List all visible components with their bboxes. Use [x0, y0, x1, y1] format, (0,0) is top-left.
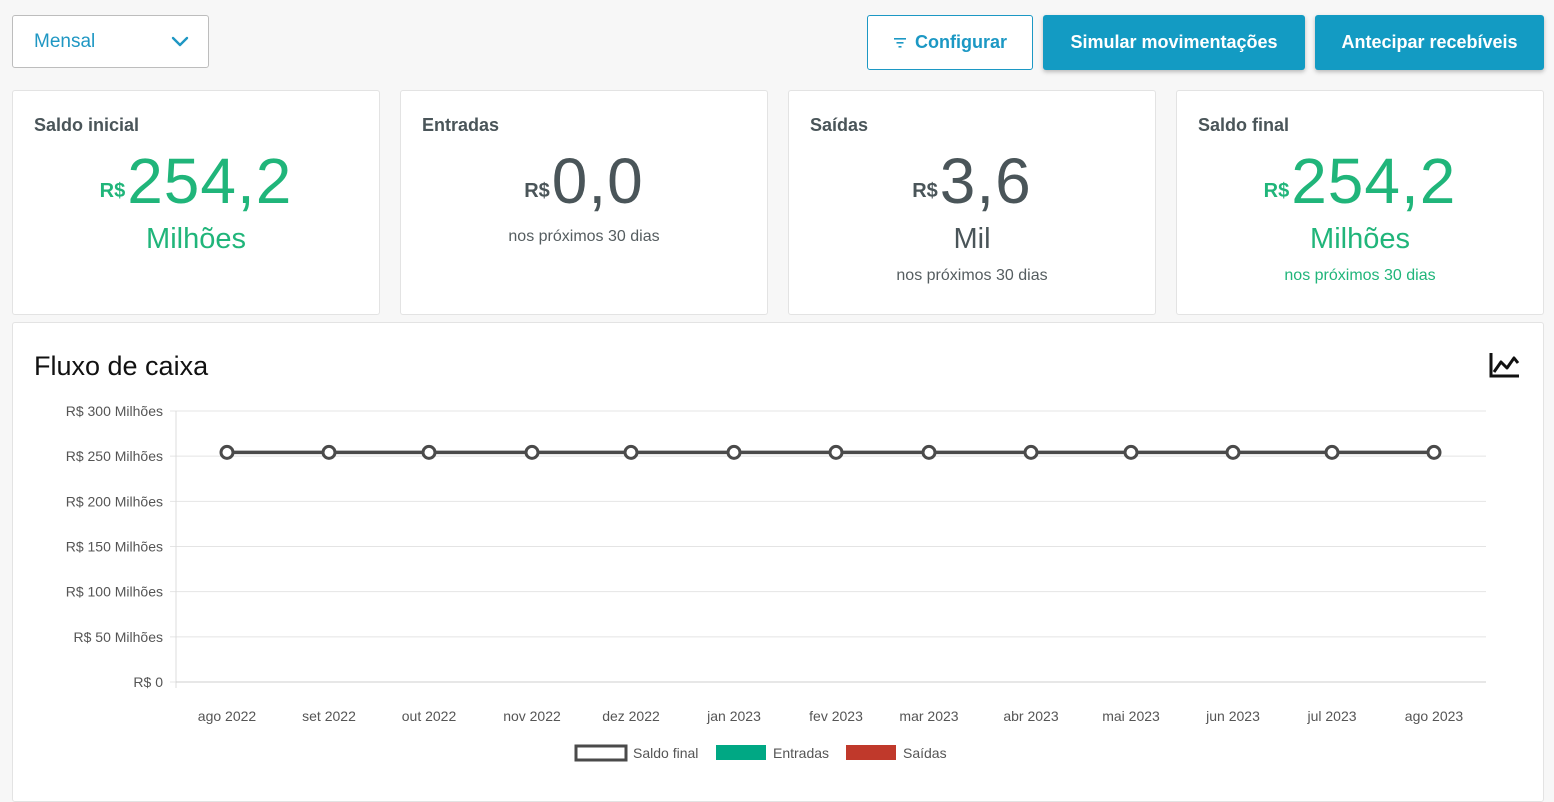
card-subtitle: nos próximos 30 dias	[896, 267, 1048, 284]
chart-title: Fluxo de caixa	[34, 351, 209, 381]
data-point	[1225, 444, 1241, 460]
x-tick-label: abr 2023	[1003, 708, 1058, 724]
line-chart-icon[interactable]	[1488, 350, 1522, 380]
x-tick-label: set 2022	[302, 708, 356, 724]
legend-label: Saldo final	[633, 745, 698, 761]
data-point	[219, 444, 235, 460]
x-tick-label: jun 2023	[1205, 708, 1260, 724]
card-subtitle: nos próximos 30 dias	[1284, 267, 1436, 284]
x-tick-label: mai 2023	[1102, 708, 1160, 724]
period-select[interactable]: Mensal	[12, 15, 209, 68]
x-tick-label: out 2022	[402, 708, 457, 724]
value-number: 254,2	[127, 145, 293, 217]
card-saldo-final: Saldo final R$254,2 Milhões nos próximos…	[1176, 90, 1544, 315]
data-point	[726, 444, 742, 460]
data-point	[623, 444, 639, 460]
y-tick-label: R$ 250 Milhões	[66, 448, 163, 464]
filter-icon	[894, 37, 906, 48]
x-tick-label: jul 2023	[1306, 708, 1356, 724]
value-unit: Milhões	[1310, 223, 1410, 255]
x-tick-label: ago 2022	[198, 708, 257, 724]
x-tick-label: fev 2023	[809, 708, 863, 724]
x-tick-label: jan 2023	[706, 708, 761, 724]
legend-swatch-entradas	[716, 745, 766, 760]
card-title: Saldo inicial	[34, 115, 140, 135]
anticipate-button-label: Antecipar recebíveis	[1341, 32, 1518, 52]
anticipate-receivables-button[interactable]: Antecipar recebíveis	[1315, 15, 1544, 70]
x-tick-label: dez 2022	[602, 708, 660, 724]
configure-button[interactable]: Configurar	[867, 15, 1033, 70]
data-point	[421, 444, 437, 460]
data-point	[524, 444, 540, 460]
simulate-movements-button[interactable]: Simular movimentações	[1043, 15, 1305, 70]
data-point	[1023, 444, 1039, 460]
card-value: R$254,2	[13, 143, 379, 219]
y-tick-label: R$ 0	[133, 674, 163, 690]
configure-button-label: Configurar	[915, 32, 1007, 52]
legend-swatch-saidas	[846, 745, 896, 760]
simulate-button-label: Simular movimentações	[1070, 32, 1278, 52]
value-number: 3,6	[939, 145, 1032, 217]
value-unit: Milhões	[146, 223, 246, 255]
card-title: Saídas	[810, 115, 869, 135]
x-tick-label: nov 2022	[503, 708, 561, 724]
data-point	[828, 444, 844, 460]
y-tick-label: R$ 150 Milhões	[66, 539, 163, 555]
card-title: Entradas	[422, 115, 500, 135]
currency-symbol: R$	[1263, 180, 1290, 202]
data-point	[1426, 444, 1442, 460]
legend-label: Saídas	[903, 745, 947, 761]
currency-symbol: R$	[524, 180, 550, 202]
period-select-value: Mensal	[34, 30, 96, 52]
y-tick-label: R$ 200 Milhões	[66, 493, 163, 509]
data-point	[1324, 444, 1340, 460]
card-title: Saldo final	[1198, 115, 1290, 135]
x-tick-label: mar 2023	[899, 708, 958, 724]
data-point	[321, 444, 337, 460]
legend-label: Entradas	[773, 745, 829, 761]
card-saidas: Saídas R$3,6 Mil nos próximos 30 dias	[788, 90, 1156, 315]
card-saldo-inicial: Saldo inicial R$254,2 Milhões	[12, 90, 380, 315]
chevron-down-icon	[171, 36, 189, 46]
data-point	[1123, 444, 1139, 460]
cash-flow-chart: R$ 0 R$ 50 Milhões R$ 100 Milhões R$ 150 Mi…	[66, 403, 1486, 762]
cash-flow-panel: Fluxo de caixa R$ 0 R$ 50 Milhões R$ 100 M…	[12, 322, 1544, 802]
card-value: R$254,2	[1177, 143, 1543, 219]
legend-swatch-saldo-final	[574, 744, 628, 762]
y-tick-label: R$ 50 Milhões	[74, 629, 164, 645]
y-tick-label: R$ 300 Milhões	[66, 403, 163, 419]
currency-symbol: R$	[99, 180, 126, 202]
x-tick-label: ago 2023	[1405, 708, 1464, 724]
card-entradas: Entradas R$0,0 nos próximos 30 dias	[400, 90, 768, 315]
value-number: 0,0	[551, 145, 644, 217]
card-value: R$3,6	[789, 143, 1155, 219]
y-tick-label: R$ 100 Milhões	[66, 584, 163, 600]
card-subtitle: nos próximos 30 dias	[508, 228, 660, 245]
value-unit: Mil	[953, 223, 991, 255]
card-value: R$0,0	[401, 143, 767, 219]
currency-symbol: R$	[912, 180, 938, 202]
value-number: 254,2	[1291, 145, 1457, 217]
data-point	[921, 444, 937, 460]
